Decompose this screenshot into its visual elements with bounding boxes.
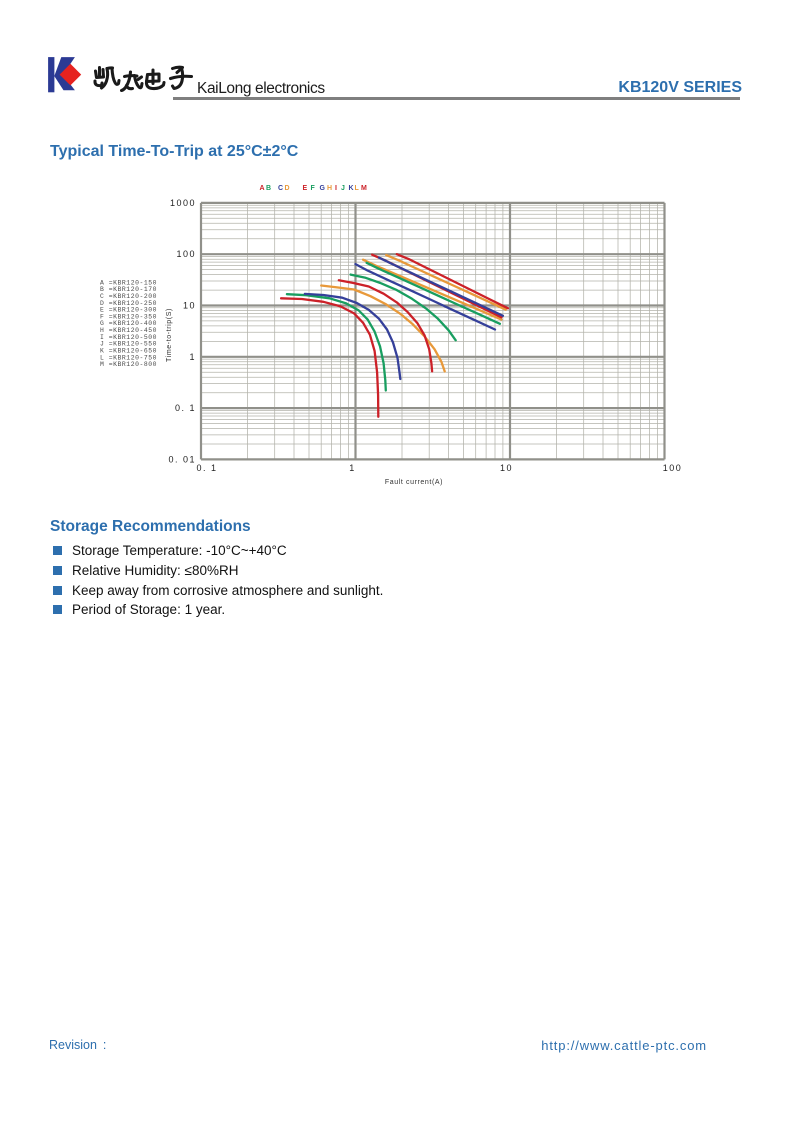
svg-text:Fault current(A): Fault current(A) (385, 479, 443, 486)
svg-text:A =KBR120-150: A =KBR120-150 (100, 279, 157, 286)
svg-text:J =KBR120-550: J =KBR120-550 (100, 341, 157, 348)
svg-text:1: 1 (189, 352, 196, 362)
svg-text:B =KBR120-170: B =KBR120-170 (100, 286, 157, 293)
svg-text:M =KBR120-800: M =KBR120-800 (100, 361, 157, 368)
svg-text:K: K (349, 185, 355, 192)
svg-text:B: B (266, 185, 272, 192)
svg-text:1000: 1000 (170, 198, 196, 208)
svg-text:G =KBR120-400: G =KBR120-400 (100, 320, 157, 327)
svg-text:I =KBR120-500: I =KBR120-500 (100, 334, 157, 341)
svg-text:10: 10 (183, 301, 196, 311)
svg-text:H: H (327, 185, 333, 192)
svg-text:0. 1: 0. 1 (175, 403, 196, 413)
svg-text:I: I (335, 185, 337, 192)
svg-text:C: C (278, 185, 284, 192)
svg-text:H =KBR120-450: H =KBR120-450 (100, 327, 157, 334)
svg-text:F: F (311, 185, 316, 192)
svg-text:Time-to-trip(S): Time-to-trip(S) (166, 308, 173, 362)
svg-text:L: L (355, 185, 360, 192)
svg-text:G: G (320, 185, 326, 192)
svg-text:D: D (285, 185, 291, 192)
svg-text:100: 100 (663, 463, 683, 473)
svg-text:D =KBR120-250: D =KBR120-250 (100, 300, 157, 307)
svg-text:K =KBR120-650: K =KBR120-650 (100, 348, 157, 355)
svg-text:M: M (361, 185, 367, 192)
svg-text:C =KBR120-200: C =KBR120-200 (100, 293, 157, 300)
svg-text:1: 1 (349, 463, 356, 473)
svg-text:L =KBR120-750: L =KBR120-750 (100, 354, 157, 361)
svg-text:E: E (303, 185, 308, 192)
svg-text:F =KBR120-350: F =KBR120-350 (100, 313, 157, 320)
svg-text:A: A (260, 185, 266, 192)
svg-text:100: 100 (176, 249, 196, 259)
svg-text:10: 10 (500, 463, 513, 473)
svg-text:J: J (341, 185, 345, 192)
svg-text:0. 1: 0. 1 (196, 463, 217, 473)
svg-text:0. 01: 0. 01 (168, 454, 196, 464)
svg-text:E =KBR120-300: E =KBR120-300 (100, 307, 157, 314)
